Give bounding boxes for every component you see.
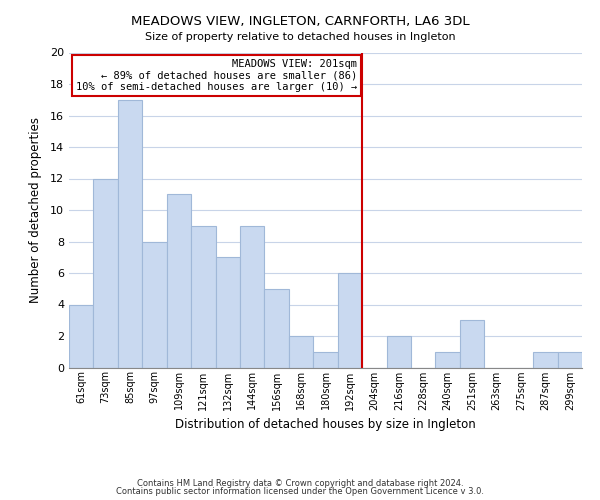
Bar: [191, 226, 215, 368]
Bar: [240, 226, 265, 368]
Text: MEADOWS VIEW: 201sqm
← 89% of detached houses are smaller (86)
10% of semi-detac: MEADOWS VIEW: 201sqm ← 89% of detached h…: [76, 59, 357, 92]
Bar: [557, 352, 582, 368]
Text: MEADOWS VIEW, INGLETON, CARNFORTH, LA6 3DL: MEADOWS VIEW, INGLETON, CARNFORTH, LA6 3…: [131, 15, 469, 28]
Text: Size of property relative to detached houses in Ingleton: Size of property relative to detached ho…: [145, 32, 455, 42]
Bar: [436, 352, 460, 368]
Bar: [289, 336, 313, 368]
Bar: [118, 100, 142, 367]
X-axis label: Distribution of detached houses by size in Ingleton: Distribution of detached houses by size …: [175, 418, 476, 431]
Bar: [94, 178, 118, 368]
Bar: [265, 289, 289, 368]
Bar: [460, 320, 484, 368]
Bar: [533, 352, 557, 368]
Bar: [338, 273, 362, 368]
Bar: [69, 304, 94, 368]
Bar: [215, 257, 240, 368]
Bar: [313, 352, 338, 368]
Bar: [386, 336, 411, 368]
Text: Contains HM Land Registry data © Crown copyright and database right 2024.: Contains HM Land Registry data © Crown c…: [137, 478, 463, 488]
Bar: [142, 242, 167, 368]
Bar: [167, 194, 191, 368]
Y-axis label: Number of detached properties: Number of detached properties: [29, 117, 41, 303]
Text: Contains public sector information licensed under the Open Government Licence v : Contains public sector information licen…: [116, 487, 484, 496]
